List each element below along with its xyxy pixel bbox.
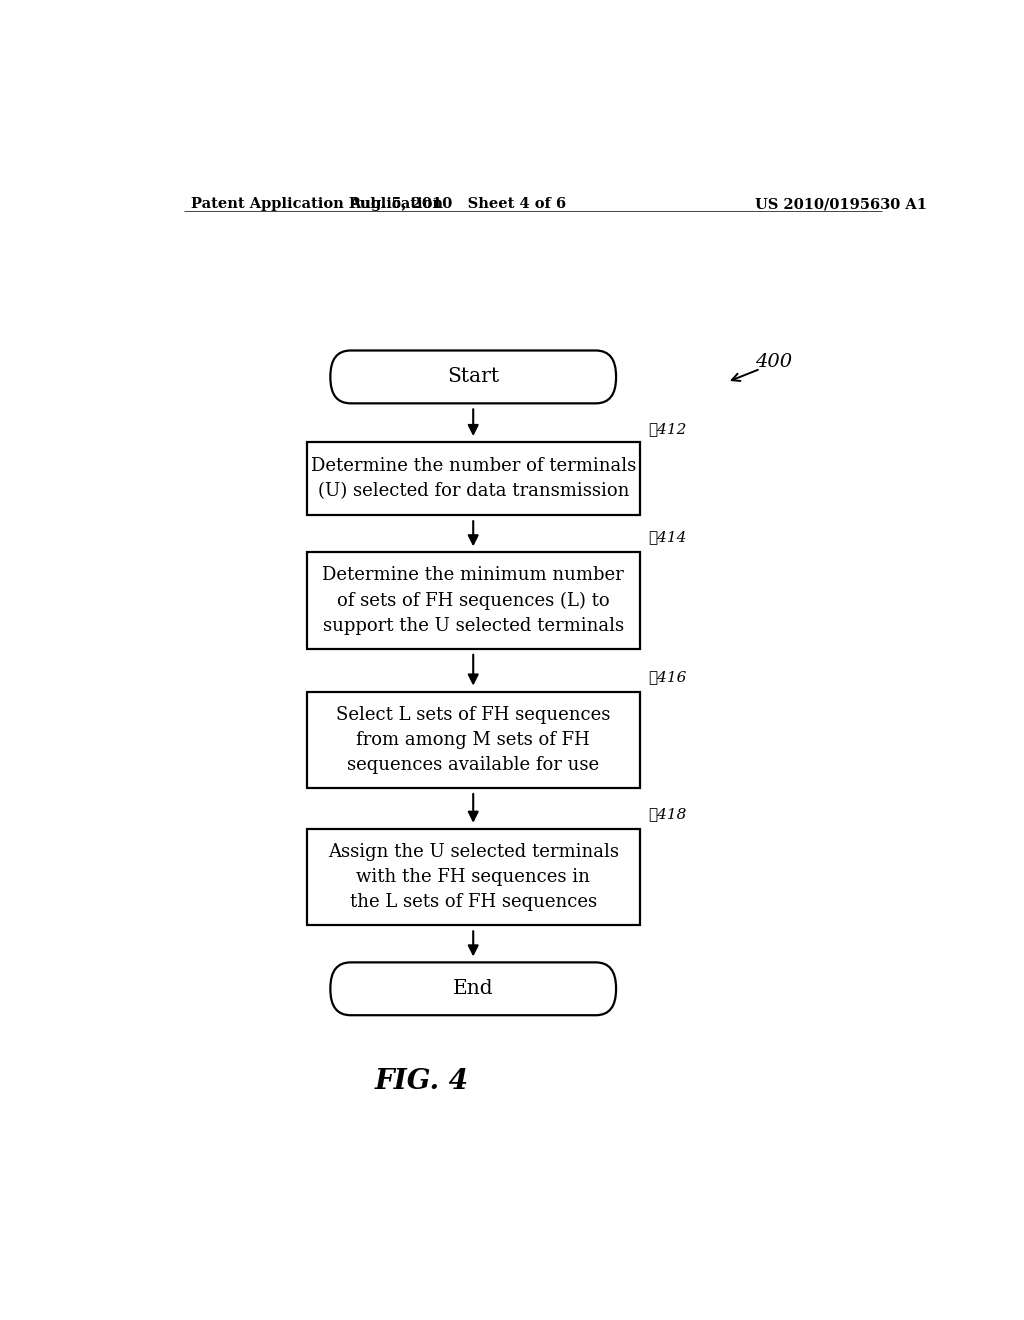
Text: Select L sets of FH sequences
from among M sets of FH
sequences available for us: Select L sets of FH sequences from among… [336,706,610,774]
FancyBboxPatch shape [306,692,640,788]
Text: Patent Application Publication: Patent Application Publication [191,197,443,211]
FancyBboxPatch shape [306,442,640,515]
Text: ␹418: ␹418 [648,807,686,821]
Text: 400: 400 [755,352,793,371]
FancyBboxPatch shape [331,351,616,404]
Text: Aug. 5, 2010   Sheet 4 of 6: Aug. 5, 2010 Sheet 4 of 6 [349,197,566,211]
Text: End: End [453,979,494,998]
Text: FIG. 4: FIG. 4 [375,1068,469,1094]
Text: Assign the U selected terminals
with the FH sequences in
the L sets of FH sequen: Assign the U selected terminals with the… [328,843,618,911]
Text: Determine the minimum number
of sets of FH sequences (L) to
support the U select: Determine the minimum number of sets of … [323,566,624,635]
Text: Start: Start [447,367,500,387]
Text: ␹416: ␹416 [648,669,686,684]
FancyBboxPatch shape [306,829,640,925]
Text: US 2010/0195630 A1: US 2010/0195630 A1 [755,197,927,211]
FancyBboxPatch shape [306,552,640,649]
Text: ␹414: ␹414 [648,531,686,545]
Text: Determine the number of terminals
(U) selected for data transmission: Determine the number of terminals (U) se… [310,457,636,500]
FancyBboxPatch shape [331,962,616,1015]
Text: ␹412: ␹412 [648,422,686,436]
